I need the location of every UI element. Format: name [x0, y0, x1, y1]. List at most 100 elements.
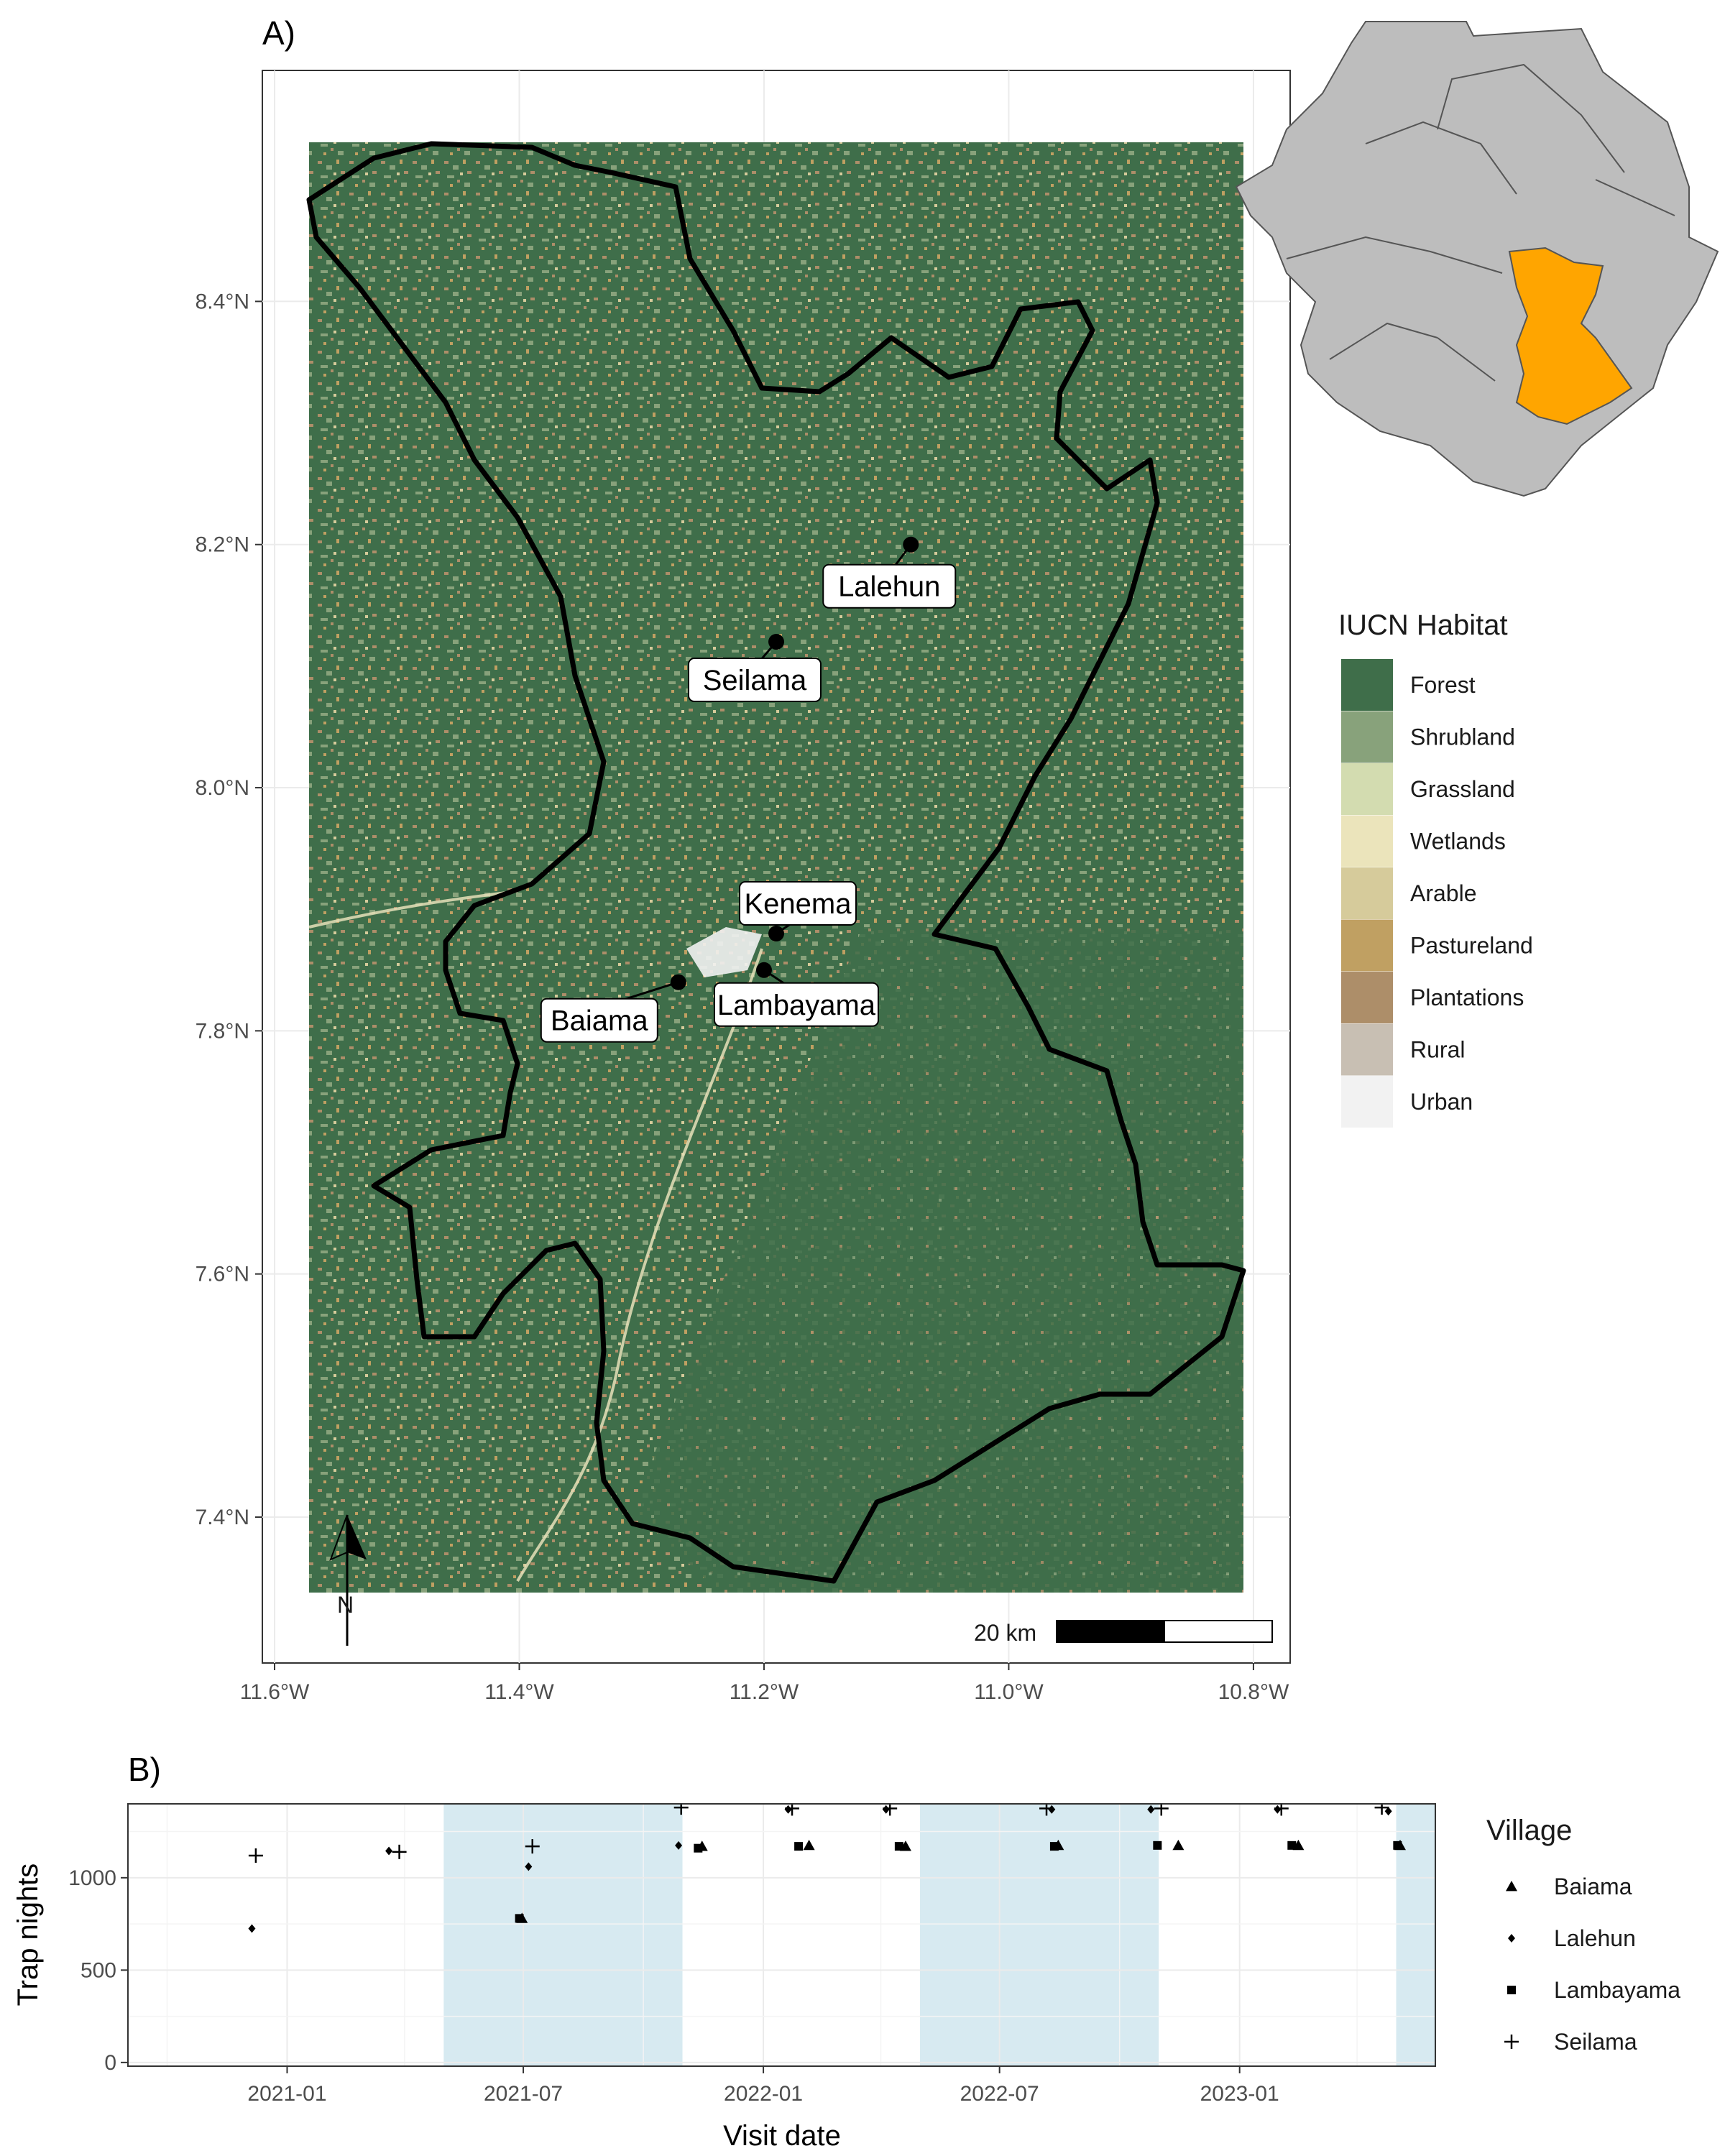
- map-ytick-label: 7.8°N: [196, 1019, 249, 1043]
- habitat-legend-label: Forest: [1410, 672, 1476, 698]
- village-label-box: [540, 998, 658, 1043]
- point-lambayama: [1049, 1842, 1059, 1851]
- map-ytick-label: 8.4°N: [196, 290, 249, 313]
- village-markers: Lalehun Seilama Kenema Lambayama Baiama: [540, 536, 957, 1043]
- trap-nights-background: [128, 1804, 1435, 2066]
- village-label-box: [822, 563, 957, 609]
- b-xtick-label: 2022-01: [724, 2082, 803, 2106]
- north-label: N: [337, 1592, 354, 1618]
- river-lines: [308, 890, 763, 1582]
- point-seilama: [248, 1848, 263, 1863]
- village-legend-label: Baiama: [1554, 1874, 1632, 1899]
- point-lambayama: [694, 1843, 703, 1853]
- village-lalehun: Lalehun: [822, 536, 957, 609]
- village-legend-label: Seilama: [1554, 2029, 1637, 2055]
- b-ytick-label: 500: [80, 1958, 116, 1982]
- habitat-legend-label: Shrubland: [1410, 724, 1515, 750]
- habitat-legend-label: Pastureland: [1410, 933, 1533, 959]
- point-lambayama: [894, 1842, 903, 1851]
- point-baiama: [803, 1839, 815, 1851]
- habitat-legend-label: Grassland: [1410, 776, 1515, 802]
- point-lalehun: [784, 1805, 792, 1814]
- legend-marker-seilama: [1504, 2035, 1519, 2049]
- point-seilama: [883, 1804, 898, 1816]
- habitat-legend-swatch: [1341, 867, 1393, 919]
- village-label-box: [739, 881, 857, 926]
- point-lambayama: [794, 1842, 804, 1851]
- point-lalehun: [675, 1841, 683, 1850]
- rainy-season-bands: [443, 1804, 1435, 2066]
- point-seilama: [1374, 1804, 1389, 1815]
- b-xtick-label: 2021-07: [484, 2082, 563, 2106]
- province-lines: [1286, 63, 1675, 382]
- x-axis-title: Visit date: [723, 2120, 841, 2152]
- map-xtick-label: 10.8°W: [1218, 1680, 1289, 1704]
- habitat-legend-label: Rural: [1410, 1037, 1465, 1063]
- habitat-legend-swatch: [1341, 815, 1393, 867]
- map-axis-ticks: 11.6°W 11.4°W 11.2°W 11.0°W 10.8°W 7.4°N 7.6°N…: [196, 290, 1289, 1704]
- habitat-legend-swatch: [1341, 763, 1393, 815]
- habitat-legend: IUCN Habitat Forest Shrubland Grassland Wet…: [1338, 609, 1533, 1128]
- habitat-legend-swatch: [1341, 659, 1393, 711]
- village-legend-label: Lalehun: [1554, 1925, 1636, 1951]
- legend-marker-baiama: [1506, 1881, 1517, 1892]
- b-xtick-label: 2023-01: [1200, 2082, 1279, 2106]
- scale-bar-label: 20 km: [974, 1620, 1036, 1646]
- district-boundary: [306, 141, 1246, 1584]
- point-seilama: [673, 1804, 689, 1815]
- point-seilama: [785, 1804, 800, 1816]
- village-label: Baiama: [551, 1005, 648, 1037]
- habitat-legend-title: IUCN Habitat: [1338, 609, 1508, 641]
- village-seilama: Seilama: [688, 634, 822, 703]
- scale-bar-black: [1056, 1620, 1165, 1643]
- rainy-season-band: [443, 1804, 683, 2066]
- habitat-legend-swatch: [1341, 919, 1393, 972]
- b-xtick-label: 2021-01: [247, 2082, 326, 2106]
- point-lalehun: [248, 1924, 256, 1933]
- kenema-district-highlight: [1508, 247, 1633, 425]
- point-seilama: [1154, 1804, 1169, 1816]
- trap-nights-points: [248, 1804, 1406, 1933]
- village-legend-title: Village: [1486, 1815, 1572, 1846]
- point-lalehun: [1274, 1805, 1282, 1814]
- point-seilama: [392, 1844, 407, 1859]
- point-lambayama: [515, 1914, 524, 1923]
- map-ytick-label: 8.0°N: [196, 776, 249, 800]
- b-ytick-label: 0: [104, 2051, 116, 2075]
- map-xtick-label: 11.4°W: [484, 1680, 554, 1704]
- village-legend: Village Baiama Lalehun Lambayama Seilama: [1486, 1815, 1680, 2055]
- point-lambayama: [1287, 1841, 1297, 1850]
- village-legend-label: Lambayama: [1554, 1977, 1680, 2003]
- map-xtick-label: 11.6°W: [240, 1680, 310, 1704]
- country-outline: [1235, 21, 1719, 497]
- habitat-legend-label: Urban: [1410, 1089, 1473, 1115]
- village-baiama: Baiama: [540, 974, 686, 1043]
- trap-nights-ticks: 2021-01 2021-07 2022-01 2022-07 2023-01 0 500 1…: [68, 1866, 1279, 2106]
- forest-patch: [632, 927, 1243, 1593]
- village-legend-items: Baiama Lalehun Lambayama Seilama: [1504, 1874, 1680, 2055]
- habitat-legend-swatch: [1341, 972, 1393, 1023]
- scale-bar-white: [1164, 1620, 1273, 1643]
- y-axis-title: Trap nights: [12, 1864, 44, 2007]
- north-arrow-icon: N: [329, 1514, 367, 1646]
- point-lalehun: [1048, 1805, 1056, 1814]
- village-label: Seilama: [703, 665, 807, 696]
- point-lalehun: [525, 1862, 533, 1871]
- point-baiama: [1172, 1839, 1184, 1851]
- point-lambayama: [1393, 1841, 1402, 1850]
- village-label: Lalehun: [838, 571, 940, 603]
- habitat-legend-label: Plantations: [1410, 985, 1524, 1010]
- scale-bar: 20 km: [974, 1620, 1273, 1646]
- point-lambayama: [1153, 1841, 1162, 1850]
- map-xtick-label: 11.2°W: [730, 1680, 799, 1704]
- point-lalehun: [1384, 1807, 1392, 1816]
- panel-b-tag: B): [128, 1751, 161, 1788]
- village-label: Kenema: [745, 888, 852, 920]
- map-xtick-label: 11.0°W: [974, 1680, 1044, 1704]
- map-ytick-label: 7.4°N: [196, 1506, 249, 1529]
- point-seilama: [1274, 1804, 1289, 1816]
- point-lalehun: [385, 1846, 393, 1856]
- b-xtick-label: 2022-07: [960, 2082, 1039, 2106]
- village-label-box: [713, 982, 879, 1027]
